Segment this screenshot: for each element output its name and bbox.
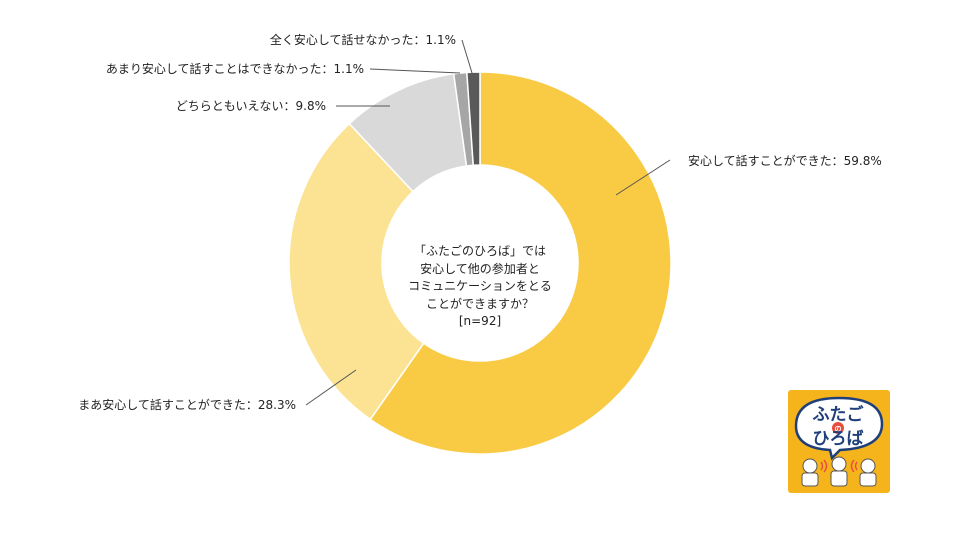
labels-group: 安心して話すことができた：59.8% まあ安心して話すことができた：28.3% どち… [78,32,882,412]
leader-line [461,39,473,74]
logo-no-circle [832,422,844,434]
logo-text-no: の [835,425,842,433]
leader-line [305,369,357,406]
center-title-line: コミュニケーションをとる [408,279,552,293]
donut-slice [369,71,672,455]
slice-label: 安心して話すことができた：59.8% [688,153,882,168]
leader-lines-group [305,39,671,406]
logo-text-futago: ふたご [813,404,865,425]
sample-size-label: [n=92] [458,314,502,328]
futago-no-hiroba-logo: ふたご の ひろば [788,390,890,493]
center-title-line: 安心して他の参加者と [420,261,540,276]
logo-people-illustration [801,456,877,487]
center-title: 「ふたごのひろば」では 安心して他の参加者と コミュニケーションをとる ことがで… [380,243,580,331]
slices-group [288,71,672,455]
donut-slice [288,122,425,421]
slice-label: どちらともいえない：9.8% [176,99,326,113]
slice-label: まあ安心して話すことができた：28.3% [78,397,296,412]
center-title-line: ことができますか？ [425,296,534,311]
donut-slice [466,71,481,167]
slice-label: あまり安心して話すことはできなかった：1.1% [106,61,364,76]
logo-text-hiroba: ひろば [813,429,864,449]
slice-label: 全く安心して話せなかった：1.1% [270,32,456,47]
center-title-line: 「ふたごのひろば」では [413,244,546,258]
leader-line [615,159,671,196]
leader-line [369,68,461,74]
